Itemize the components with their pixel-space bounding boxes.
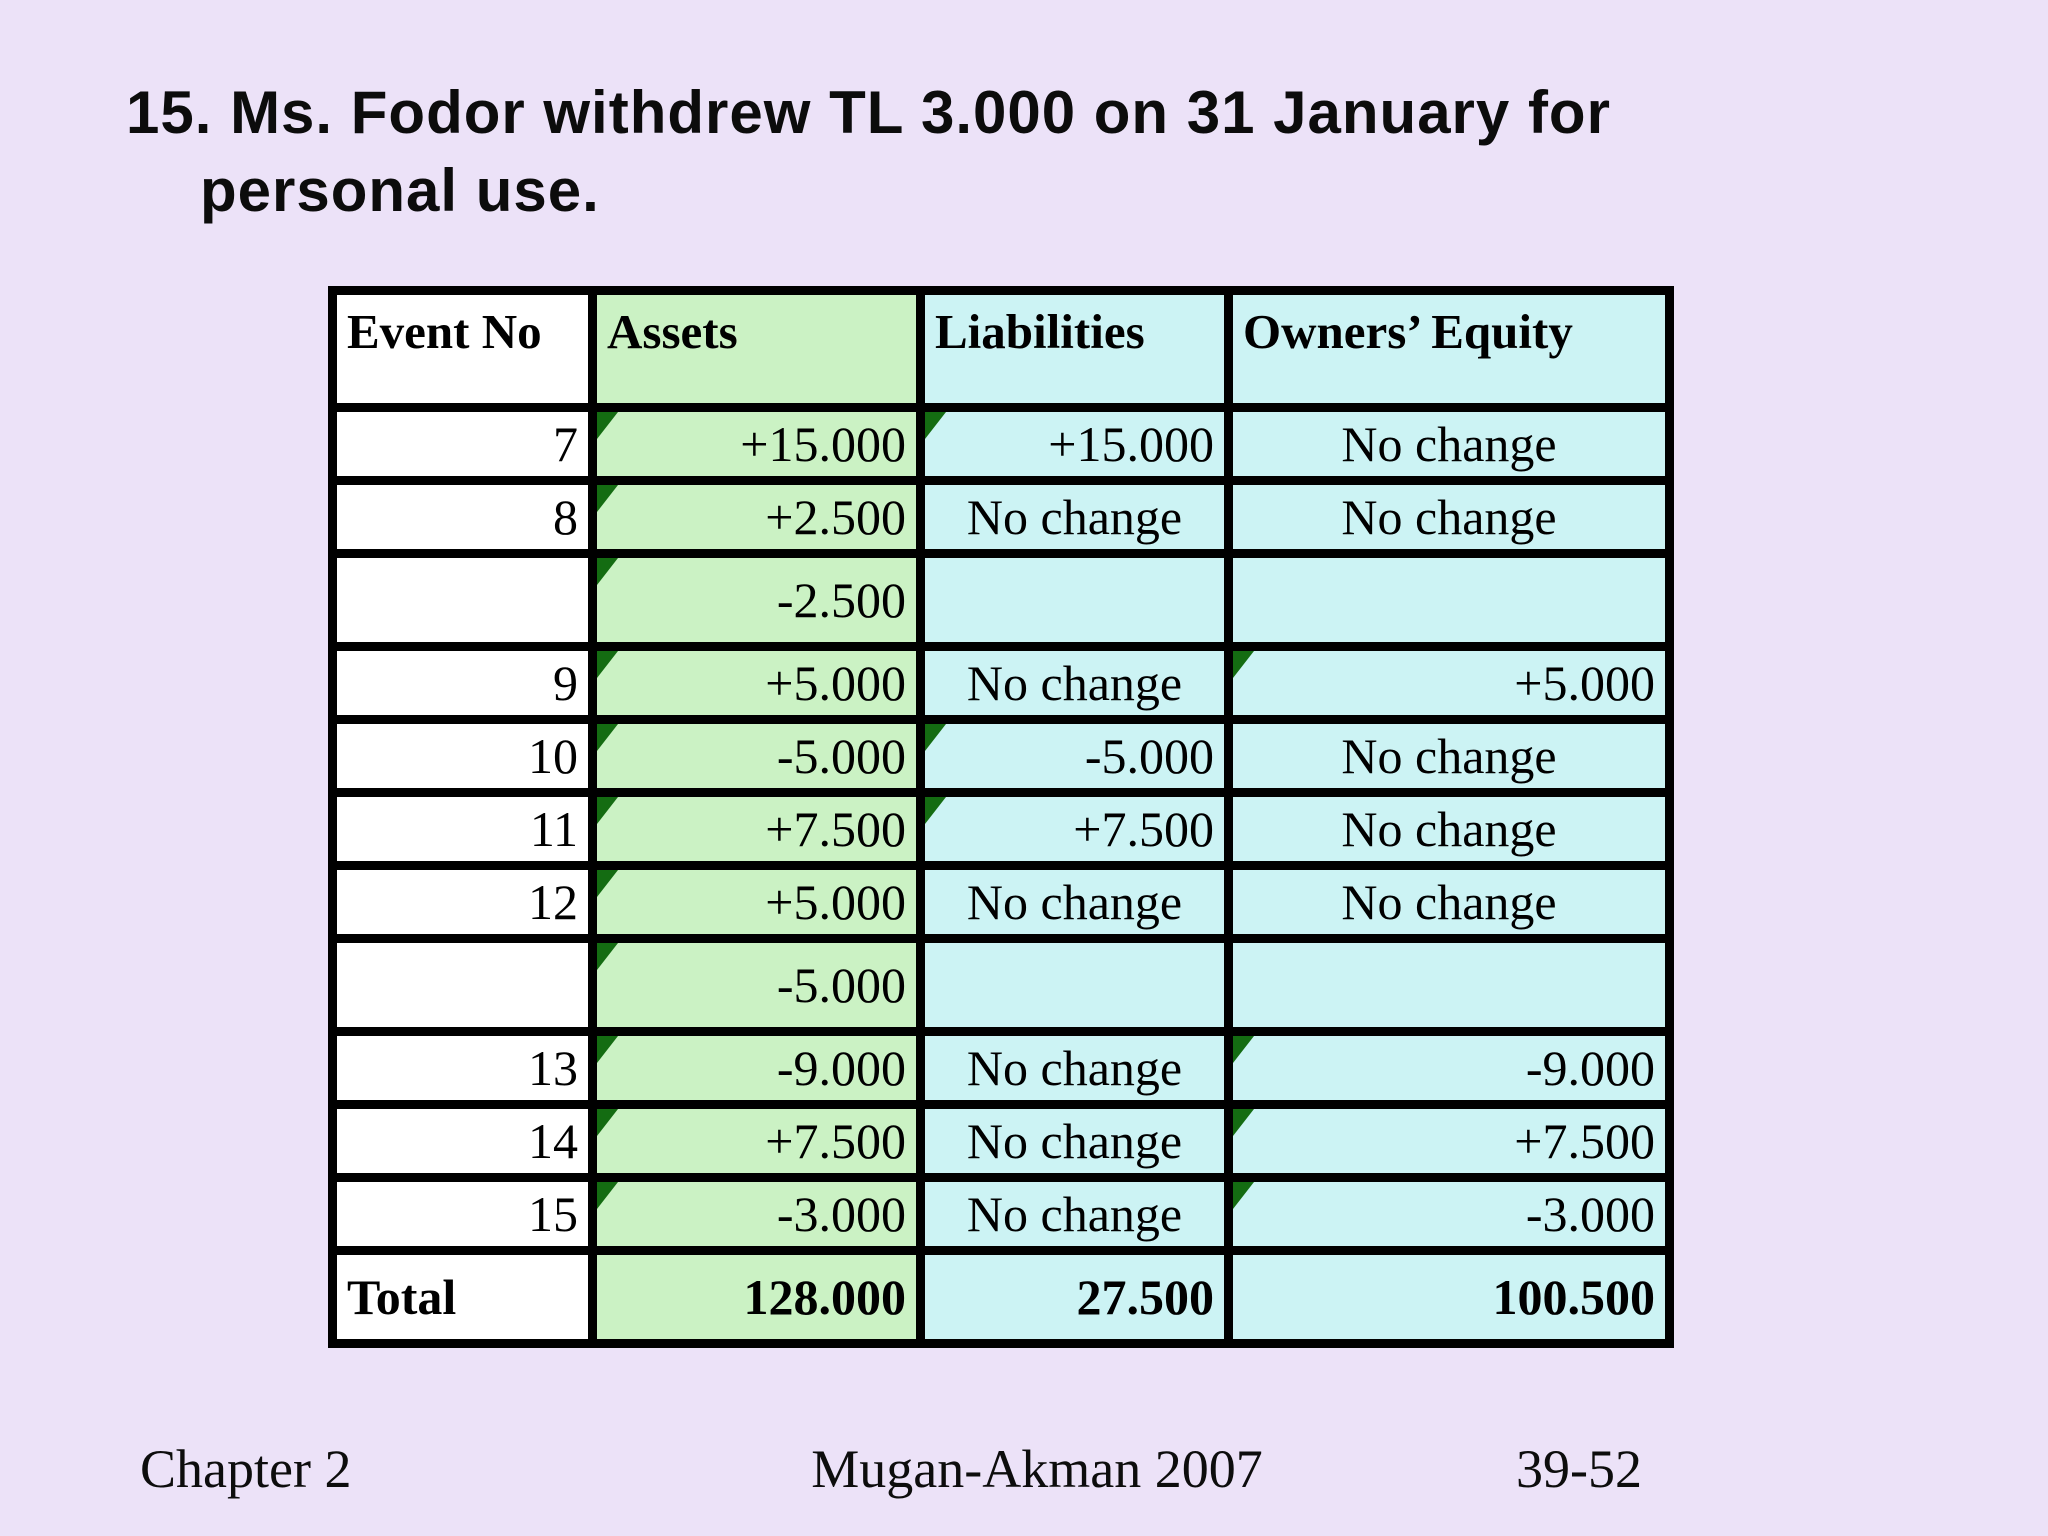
table-row-event-15: 15 -3.000 No change -3.000: [328, 1173, 1674, 1255]
cell-liabilities: +7.500: [916, 788, 1233, 870]
cell-event-no: 7: [328, 403, 597, 485]
corner-marker-triangle: [601, 562, 618, 585]
column-header-liabilities: Liabilities: [916, 286, 1233, 412]
title-line-1: 15. Ms. Fodor withdrew TL 3.000 on 31 Ja…: [126, 79, 1611, 146]
cell-equity: -9.000: [1224, 1027, 1674, 1109]
cell-assets: +2.500: [588, 476, 925, 558]
cell-liabilities: No change: [916, 642, 1233, 724]
cell-assets: +7.500: [588, 1100, 925, 1182]
cell-event-no: 15: [328, 1173, 597, 1255]
table-row-event-blank: -5.000: [328, 934, 1674, 1036]
cell-assets: -2.500: [588, 549, 925, 651]
cell-equity: No change: [1224, 476, 1674, 558]
cell-event-no: 9: [328, 642, 597, 724]
table-row-event-13: 13 -9.000 No change -9.000: [328, 1027, 1674, 1109]
cell-equity: +7.500: [1224, 1100, 1674, 1182]
cell-assets: -5.000: [588, 715, 925, 797]
cell-liabilities: No change: [916, 1173, 1233, 1255]
cell-total-liabilities: 27.500: [916, 1246, 1233, 1348]
column-header-event: Event No: [328, 286, 597, 412]
corner-marker-triangle: [1237, 1040, 1254, 1063]
cell-liabilities: No change: [916, 861, 1233, 943]
cell-event-no: [328, 934, 597, 1036]
cell-total-equity: 100.500: [1224, 1246, 1674, 1348]
cell-assets: -9.000: [588, 1027, 925, 1109]
cell-event-no: 12: [328, 861, 597, 943]
cell-event-no: 14: [328, 1100, 597, 1182]
corner-marker-triangle: [929, 801, 946, 824]
column-header-equity: Owners’ Equity: [1224, 286, 1674, 412]
corner-marker-triangle: [1237, 1113, 1254, 1136]
cell-equity: [1224, 934, 1674, 1036]
cell-event-no: 11: [328, 788, 597, 870]
table-header-row: Event No Assets Liabilities Owners’ Equity: [328, 286, 1674, 412]
cell-equity: [1224, 549, 1674, 651]
corner-marker-triangle: [601, 1113, 618, 1136]
cell-liabilities: No change: [916, 1100, 1233, 1182]
table-row-event-12: 12 +5.000 No change No change: [328, 861, 1674, 943]
cell-liabilities: -5.000: [916, 715, 1233, 797]
corner-marker-triangle: [601, 1186, 618, 1209]
table-row-event-7: 7 +15.000 +15.000 No change: [328, 403, 1674, 485]
table-row-event-10: 10 -5.000 -5.000 No change: [328, 715, 1674, 797]
cell-event-no: [328, 549, 597, 651]
column-header-assets: Assets: [588, 286, 925, 412]
footer-source-label: Mugan-Akman 2007: [811, 1439, 1263, 1499]
cell-event-no: 8: [328, 476, 597, 558]
cell-assets: +15.000: [588, 403, 925, 485]
corner-marker-triangle: [929, 728, 946, 751]
table-row-event-8: 8 +2.500 No change No change: [328, 476, 1674, 558]
corner-marker-triangle: [601, 728, 618, 751]
corner-marker-triangle: [601, 1040, 618, 1063]
cell-assets: -5.000: [588, 934, 925, 1036]
accounting-effects-table: Event No Assets Liabilities Owners’ Equity …: [328, 286, 1674, 1348]
cell-equity: No change: [1224, 788, 1674, 870]
cell-assets: +5.000: [588, 642, 925, 724]
footer-page-number: 39-52: [1516, 1439, 1642, 1499]
corner-marker-triangle: [601, 801, 618, 824]
cell-equity: No change: [1224, 715, 1674, 797]
cell-total-assets: 128.000: [588, 1246, 925, 1348]
corner-marker-triangle: [601, 874, 618, 897]
cell-equity: No change: [1224, 403, 1674, 485]
cell-equity: +5.000: [1224, 642, 1674, 724]
footer-chapter-label: Chapter 2: [140, 1439, 352, 1499]
table-row-event-11: 11 +7.500 +7.500 No change: [328, 788, 1674, 870]
title-line-2: personal use.: [200, 157, 600, 224]
cell-assets: -3.000: [588, 1173, 925, 1255]
corner-marker-triangle: [601, 489, 618, 512]
cell-total-label: Total: [328, 1246, 597, 1348]
table-row-event-9: 9 +5.000 No change +5.000: [328, 642, 1674, 724]
corner-marker-triangle: [601, 655, 618, 678]
cell-liabilities: [916, 549, 1233, 651]
cell-liabilities: No change: [916, 476, 1233, 558]
cell-equity: -3.000: [1224, 1173, 1674, 1255]
cell-equity: No change: [1224, 861, 1674, 943]
slide-title: 15. Ms. Fodor withdrew TL 3.000 on 31 Ja…: [126, 74, 1611, 230]
cell-event-no: 10: [328, 715, 597, 797]
table-row-total: Total 128.000 27.500 100.500: [328, 1246, 1674, 1348]
corner-marker-triangle: [601, 416, 618, 439]
cell-assets: +7.500: [588, 788, 925, 870]
cell-liabilities: +15.000: [916, 403, 1233, 485]
table-row-event-14: 14 +7.500 No change +7.500: [328, 1100, 1674, 1182]
corner-marker-triangle: [1237, 655, 1254, 678]
cell-assets: +5.000: [588, 861, 925, 943]
cell-event-no: 13: [328, 1027, 597, 1109]
corner-marker-triangle: [929, 416, 946, 439]
corner-marker-triangle: [1237, 1186, 1254, 1209]
corner-marker-triangle: [601, 947, 618, 970]
cell-liabilities: [916, 934, 1233, 1036]
table-row-event-blank: -2.500: [328, 549, 1674, 651]
cell-liabilities: No change: [916, 1027, 1233, 1109]
